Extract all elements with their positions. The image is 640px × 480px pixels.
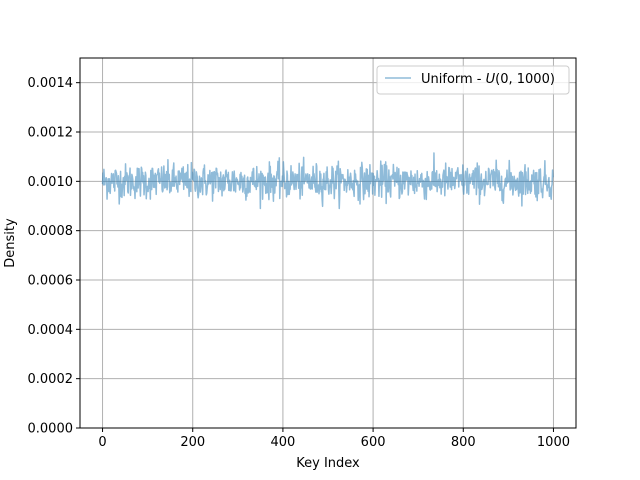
axes-frame xyxy=(79,57,577,429)
y-tick-label: 0.0008 xyxy=(28,224,74,239)
grid-lines xyxy=(80,58,576,429)
legend-label-prefix: Uniform - xyxy=(421,72,486,87)
legend: Uniform - U(0, 1000) xyxy=(376,65,570,95)
x-tick-label: 0 xyxy=(98,435,106,450)
y-tick-label: 0.0012 xyxy=(28,126,74,141)
y-tick-label: 0.0006 xyxy=(28,274,74,289)
x-tick-label: 600 xyxy=(361,435,386,450)
y-tick-label: 0.0000 xyxy=(28,422,74,437)
x-axis-label: Key Index xyxy=(296,456,360,471)
legend-label-math: U xyxy=(486,72,496,87)
y-tick-label: 0.0002 xyxy=(28,372,74,387)
series-line-uniform xyxy=(101,152,554,210)
y-tick-label: 0.0014 xyxy=(28,76,74,91)
x-tick-label: 200 xyxy=(180,435,205,450)
x-axis: 0 200 400 600 800 1000 xyxy=(98,428,570,450)
x-tick-label: 1000 xyxy=(537,435,570,450)
y-tick-label: 0.0004 xyxy=(28,323,74,338)
x-tick-label: 800 xyxy=(451,435,476,450)
legend-label: Uniform - U(0, 1000) xyxy=(421,72,555,87)
y-axis-label: Density xyxy=(3,218,18,268)
x-tick-label: 400 xyxy=(270,435,295,450)
y-tick-label: 0.0010 xyxy=(28,175,74,190)
legend-box xyxy=(376,65,570,95)
series-group xyxy=(101,152,554,210)
y-axis: 0.0000 0.0002 0.0004 0.0006 0.0008 0.0010 0.00… xyxy=(28,76,80,437)
legend-label-args: (0, 1000) xyxy=(495,72,555,87)
